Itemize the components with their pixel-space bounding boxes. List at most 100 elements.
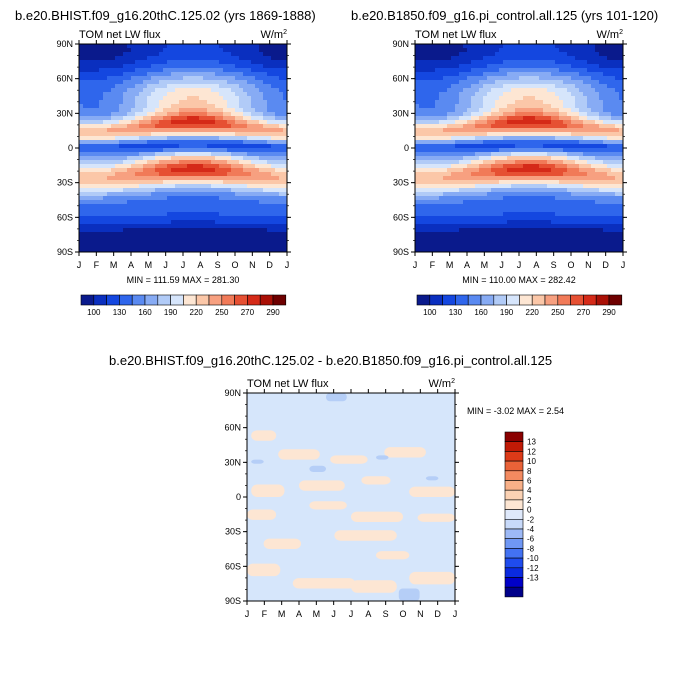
field-cell: [147, 156, 152, 161]
field-cell: [519, 48, 524, 53]
field-cell: [451, 188, 456, 193]
field-cell: [503, 156, 508, 161]
field-cell: [495, 168, 500, 173]
field-cell: [487, 176, 492, 181]
field-cell: [131, 144, 136, 149]
field-cell: [543, 96, 548, 101]
field-cell: [175, 180, 180, 185]
field-cell: [87, 116, 92, 121]
panel1-heatmap: TOM net LW flux W/m2 J F M A M J J A S O N D J90N60N…: [56, 29, 291, 317]
field-cell: [471, 144, 476, 149]
field-cell: [211, 228, 216, 233]
field-cell: [83, 228, 88, 233]
field-cell: [435, 136, 440, 141]
field-cell: [187, 184, 192, 189]
field-cell: [155, 52, 160, 57]
field-cell: [507, 64, 512, 69]
field-cell: [243, 188, 248, 193]
field-cell: [103, 228, 108, 233]
field-cell: [151, 208, 156, 213]
field-cell: [187, 116, 192, 121]
field-cell: [211, 244, 216, 249]
field-cell: [583, 48, 588, 53]
field-cell: [199, 204, 204, 209]
field-cell: [183, 76, 188, 81]
field-cell: [91, 132, 96, 137]
field-cell: [219, 92, 224, 97]
field-cell: [147, 152, 152, 157]
field-cell: [163, 172, 168, 177]
field-cell: [575, 56, 580, 61]
field-cell: [123, 216, 128, 221]
field-cell: [275, 116, 280, 121]
field-cell: [211, 100, 216, 105]
field-cell: [123, 180, 128, 185]
field-cell: [259, 212, 264, 217]
field-cell: [195, 132, 200, 137]
field-cell: [107, 224, 112, 229]
field-cell: [143, 76, 148, 81]
field-cell: [551, 56, 556, 61]
field-cell: [83, 188, 88, 193]
field-cell: [523, 196, 528, 201]
field-cell: [551, 124, 556, 129]
field-cell: [207, 100, 212, 105]
field-cell: [591, 196, 596, 201]
field-cell: [151, 96, 156, 101]
field-cell: [283, 208, 287, 213]
field-cell: [139, 128, 144, 133]
field-cell: [119, 232, 124, 237]
field-cell: [571, 116, 576, 121]
field-cell: [211, 200, 216, 205]
field-cell: [615, 64, 620, 69]
field-cell: [219, 228, 224, 233]
field-cell: [487, 144, 492, 149]
field-cell: [111, 232, 116, 237]
field-cell: [547, 160, 552, 165]
field-cell: [579, 148, 584, 153]
field-cell: [451, 164, 456, 169]
field-cell: [179, 200, 184, 205]
x-tick-label: O: [231, 260, 238, 270]
field-cell: [227, 224, 232, 229]
field-cell: [99, 84, 104, 89]
field-cell: [227, 144, 232, 149]
field-cell: [95, 112, 100, 117]
field-cell: [91, 56, 96, 61]
field-cell: [587, 92, 592, 97]
field-cell: [519, 88, 524, 93]
field-cell: [475, 112, 480, 117]
field-cell: [559, 44, 564, 49]
field-cell: [215, 124, 220, 129]
field-cell: [235, 208, 240, 213]
field-cell: [495, 156, 500, 161]
field-cell: [575, 64, 580, 69]
field-cell: [511, 124, 516, 129]
field-cell: [123, 200, 128, 205]
field-cell: [451, 160, 456, 165]
field-cell: [487, 152, 492, 157]
field-cell: [155, 244, 160, 249]
field-cell: [227, 184, 232, 189]
field-cell: [267, 232, 272, 237]
field-cell: [451, 120, 456, 125]
field-cell: [491, 124, 496, 129]
field-cell: [223, 220, 228, 225]
field-cell: [103, 112, 108, 117]
field-cell: [551, 44, 556, 49]
field-cell: [279, 172, 284, 177]
field-cell: [479, 96, 484, 101]
field-cell: [547, 120, 552, 125]
field-cell: [163, 228, 168, 233]
field-cell: [415, 72, 420, 77]
field-cell: [491, 88, 496, 93]
field-cell: [503, 76, 508, 81]
field-cell: [239, 60, 244, 65]
field-cell: [467, 120, 472, 125]
field-cell: [527, 112, 532, 117]
field-cell: [219, 72, 224, 77]
field-cell: [523, 152, 528, 157]
field-cell: [95, 84, 100, 89]
field-cell: [283, 56, 287, 61]
field-cell: [119, 224, 124, 229]
